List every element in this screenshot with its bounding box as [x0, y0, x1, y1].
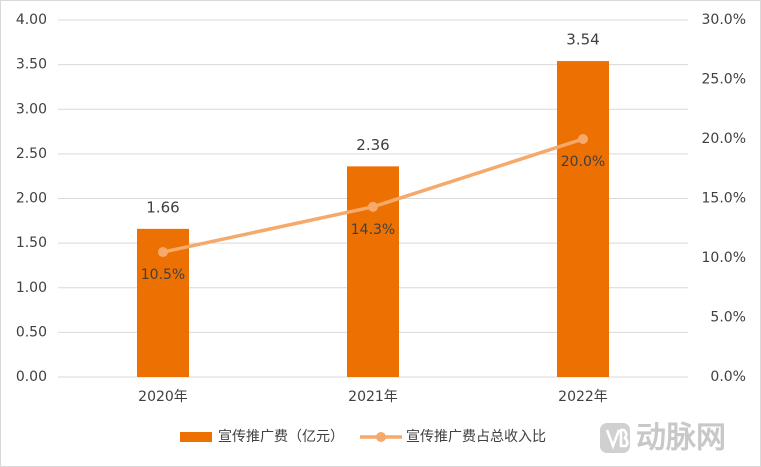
y2-tick-label: 25.0% — [702, 72, 746, 88]
legend-swatch-marker — [376, 432, 386, 442]
y-tick-label: 3.50 — [16, 57, 47, 73]
y-tick-label: 2.00 — [16, 191, 47, 207]
watermark-logo — [600, 423, 630, 453]
line-point — [158, 247, 168, 258]
bar-value-label: 2.36 — [356, 136, 389, 154]
y2-tick-label: 5.0% — [710, 310, 746, 326]
bar — [557, 61, 609, 378]
y2-tick-label: 0.0% — [710, 369, 746, 385]
bar — [347, 166, 399, 377]
y-tick-label: 1.50 — [16, 235, 47, 251]
x-tick-label: 2022年 — [558, 389, 608, 405]
y2-tick-label: 15.0% — [702, 191, 746, 207]
legend-label: 宣传推广费占总收入比 — [406, 429, 546, 445]
line-value-label: 14.3% — [351, 222, 395, 238]
y2-tick-label: 20.0% — [702, 131, 746, 147]
line-point — [368, 201, 378, 212]
bar-value-label: 3.54 — [566, 31, 599, 49]
bar-value-label: 1.66 — [146, 198, 179, 216]
legend-swatch — [180, 432, 212, 442]
line-value-label: 20.0% — [561, 154, 605, 170]
x-tick-label: 2021年 — [348, 389, 398, 405]
legend-label: 宣传推广费（亿元） — [218, 429, 344, 445]
line-value-label: 10.5% — [141, 267, 185, 283]
y-tick-label: 2.50 — [16, 146, 47, 162]
y-tick-label: 4.00 — [16, 12, 47, 28]
y-tick-label: 3.00 — [16, 101, 47, 117]
y-tick-label: 1.00 — [16, 280, 47, 296]
y-tick-label: 0.00 — [16, 369, 47, 385]
watermark: 动脉网 — [636, 421, 726, 456]
line-point — [578, 134, 588, 144]
x-tick-label: 2020年 — [138, 389, 188, 405]
y2-tick-label: 10.0% — [702, 250, 746, 266]
y-tick-label: 0.50 — [16, 324, 47, 340]
y2-tick-label: 30.0% — [702, 12, 746, 28]
